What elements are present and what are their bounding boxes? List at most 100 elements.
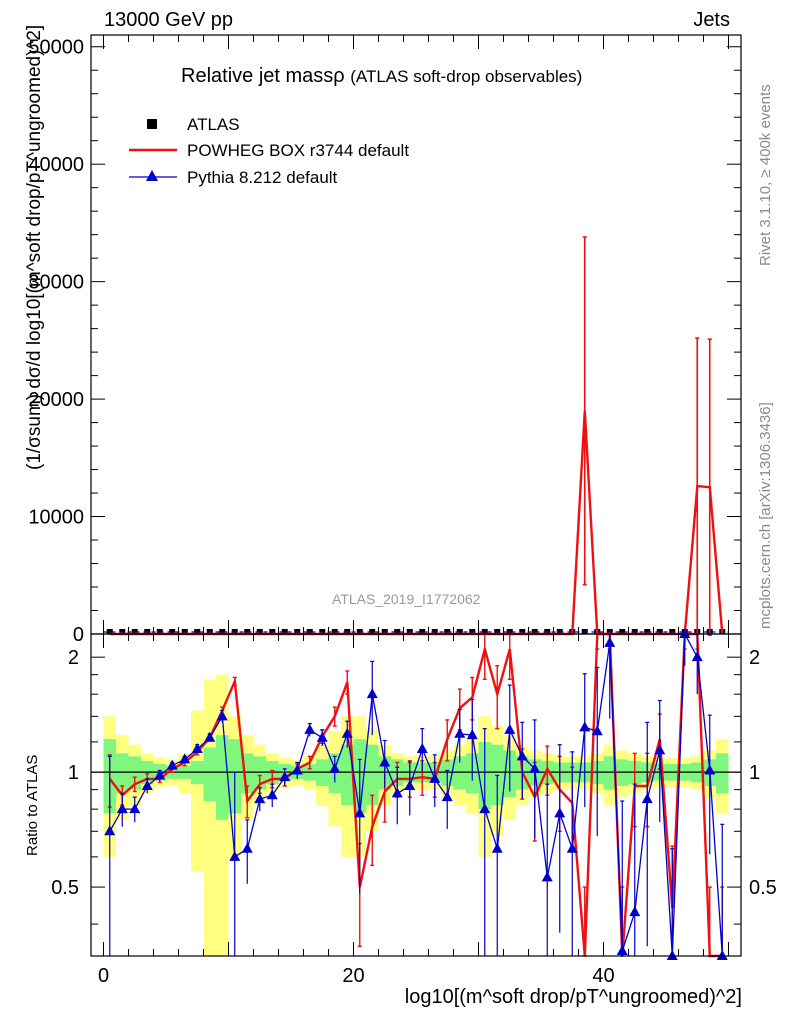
legend-label: POWHEG BOX r3744 default	[187, 141, 409, 160]
ratio-y-tick-label-right: 1	[749, 762, 760, 784]
pythia-ratio-line	[109, 631, 723, 957]
pythia-ratio-marker	[441, 791, 453, 802]
pythia-ratio-marker	[116, 803, 128, 814]
pythia-ratio-marker	[291, 764, 303, 775]
pythia-ratio-marker	[191, 742, 203, 753]
pythia-ratio-marker	[266, 789, 278, 800]
legend-atlas-marker	[147, 119, 157, 129]
pythia-ratio-marker	[241, 842, 253, 853]
band-inner-bin	[366, 744, 379, 806]
atlas-data-point	[169, 629, 176, 634]
pythia-ratio-marker	[679, 628, 691, 638]
header-right-label: Jets	[693, 9, 730, 31]
legend: ATLAS POWHEG BOX r3744 default Pythia 8.21…	[129, 115, 409, 187]
ratio-y-tick-label-left: 1	[68, 762, 79, 784]
atlas-data-point	[369, 629, 376, 634]
pythia-ratio-marker	[304, 723, 316, 734]
x-axis-label: log10[(m^soft drop/pT^ungroomed)^2]	[404, 986, 742, 1008]
pythia-ratio-marker	[429, 772, 441, 783]
main-plot: 0 10000 20000 30000 40000 50000	[28, 34, 742, 646]
pythia-ratio-marker	[454, 727, 466, 738]
pythia-ratio-marker	[104, 825, 116, 836]
pythia-ratio-marker	[391, 787, 403, 798]
pythia-ratio-marker	[366, 688, 378, 699]
ratio-y-tick-label-left: 2	[68, 647, 79, 669]
ratio-y-tick-label-left: 0.5	[51, 877, 79, 899]
pythia-ratio-marker	[166, 759, 178, 770]
ratio-y-axis-label: Ratio to ATLAS	[24, 754, 41, 856]
atlas-data-point	[281, 629, 288, 634]
x-tick-label: 40	[592, 965, 614, 987]
pythia-ratio-marker	[516, 750, 528, 761]
main-y-tick-label: 10000	[28, 507, 84, 529]
pythia-ratio-marker	[716, 950, 728, 960]
ratio-plot-frame	[90, 633, 742, 957]
ratio-y-tick-label-right: 2	[749, 647, 760, 669]
main-y-axis-label: (1/σsum) dσ/d log10[(m^soft drop/pT^ungr…	[24, 24, 45, 470]
atlas-data-point	[481, 629, 488, 634]
title-sub: (ATLAS soft-drop observables)	[350, 67, 583, 86]
pythia-ratio-marker	[329, 762, 341, 773]
pythia-ratio-marker	[529, 762, 541, 773]
band-outer-bin	[191, 710, 204, 872]
band-outer-bin	[203, 679, 216, 956]
atlas-data-point	[256, 629, 263, 634]
atlas-data-point	[419, 629, 426, 634]
pythia-ratio-marker	[579, 721, 591, 732]
atlas-data-point	[306, 629, 313, 634]
pythia-ratio-marker	[554, 807, 566, 818]
atlas-data-point	[656, 629, 663, 634]
pythia-ratio-marker	[416, 742, 428, 753]
atlas-data-point	[194, 629, 201, 634]
atlas-data-point	[131, 629, 138, 634]
pythia-ratio-marker	[504, 723, 516, 734]
band-inner-bin	[491, 744, 504, 806]
pythia-ratio-marker	[279, 771, 291, 782]
chart-title: Relative jet massρ (ATLAS soft-drop obse…	[181, 65, 582, 88]
x-tick-label: 0	[98, 965, 109, 987]
atlas-data-point	[456, 629, 463, 634]
atlas-data-point	[331, 629, 338, 634]
main-y-tick-label: 50000	[28, 37, 84, 59]
atlas-data-point	[619, 629, 626, 634]
pythia-ratio-marker	[354, 807, 366, 818]
band-inner-bin	[128, 756, 141, 790]
pythia-ratio-marker	[479, 803, 491, 814]
side-label-rivet: Rivet 3.1.10, ≥ 400k events	[757, 84, 774, 266]
atlas-data-point	[244, 629, 251, 634]
pythia-ratio-marker	[141, 779, 153, 790]
pythia-ratio-marker	[254, 793, 266, 804]
pythia-ratio-marker	[591, 725, 603, 736]
pythia-ratio-marker	[154, 769, 166, 780]
pythia-ratio-marker	[491, 842, 503, 853]
band-inner-bin	[603, 756, 616, 790]
band-inner-bin	[216, 735, 229, 820]
atlas-data-point	[506, 629, 513, 634]
pythia-ratio-marker	[229, 850, 241, 861]
atlas-data-point	[531, 629, 538, 634]
band-inner-bin	[253, 756, 266, 790]
legend-pythia-marker	[146, 170, 158, 181]
pythia-ratio-marker	[691, 651, 703, 662]
analysis-label: ATLAS_2019_I1772062	[332, 591, 481, 607]
pythia-ratio-marker	[641, 793, 653, 804]
pythia-ratio-marker	[541, 871, 553, 882]
atlas-data-point	[444, 629, 451, 634]
atlas-data-point	[644, 629, 651, 634]
pythia-ratio-marker	[466, 729, 478, 740]
pythia-ratio-marker	[216, 710, 228, 721]
band-inner-bin	[453, 756, 466, 790]
band-inner-bin	[716, 753, 729, 794]
pythia-ratio-marker	[341, 727, 353, 738]
pythia-ratio-marker	[379, 756, 391, 767]
x-tick-label: 20	[342, 965, 364, 987]
band-inner-bin	[203, 747, 216, 802]
pythia-ratio-marker	[129, 803, 141, 814]
atlas-data-point	[106, 629, 113, 634]
pythia-ratio-marker	[704, 764, 716, 775]
atlas-data-point	[219, 629, 226, 634]
pythia-ratio-marker	[204, 731, 216, 742]
pythia-ratio-marker	[179, 753, 191, 764]
pythia-ratio-marker	[404, 779, 416, 790]
